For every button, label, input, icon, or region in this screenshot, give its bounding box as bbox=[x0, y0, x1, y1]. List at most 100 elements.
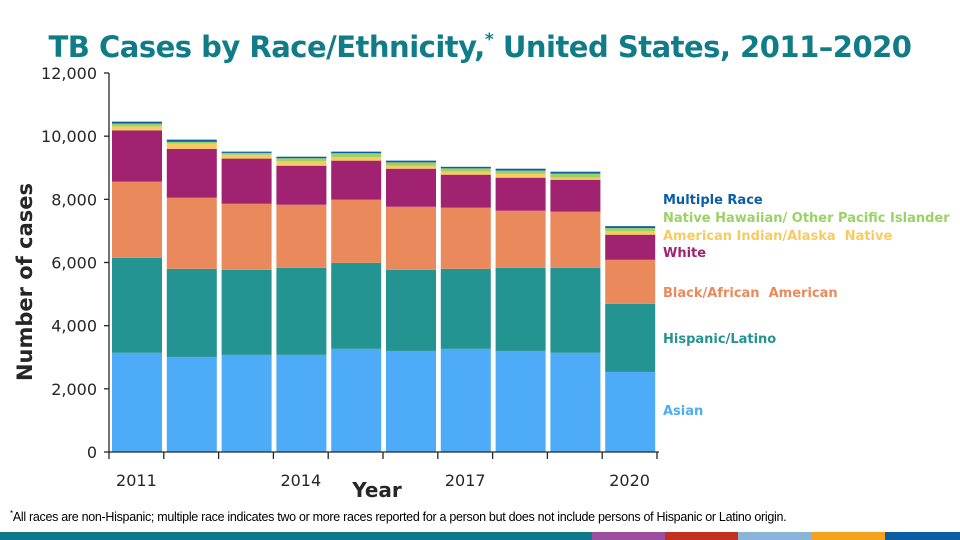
bar-segment-2015-asian bbox=[331, 348, 382, 452]
strip-segment bbox=[812, 532, 885, 540]
bar-segment-2017-black-african-american bbox=[440, 207, 491, 269]
bar-segment-2016-hispanic-latino bbox=[386, 269, 436, 351]
bar-segment-2020-black-african-american bbox=[605, 259, 656, 304]
bar-segment-2012-asian bbox=[166, 356, 217, 452]
footnote: *All races are non-Hispanic; multiple ra… bbox=[10, 509, 787, 525]
bar-segment-2020-white bbox=[605, 234, 656, 260]
bar-segment-2018-black-african-american bbox=[495, 210, 546, 268]
bar-segment-2011-native-hawaiian-other-pacific-islander bbox=[112, 123, 162, 127]
bar-segment-2018-multiple-race bbox=[495, 168, 546, 171]
bar-segment-2011-multiple-race bbox=[112, 121, 162, 124]
bar-segment-2020-american-indian-alaska-native bbox=[605, 231, 656, 235]
bar-segment-2019-asian bbox=[550, 352, 601, 452]
bar-segment-2017-multiple-race bbox=[440, 166, 491, 169]
bar-segment-2020-native-hawaiian-other-pacific-islander bbox=[605, 228, 656, 232]
bar-segment-2018-native-hawaiian-other-pacific-islander bbox=[495, 170, 546, 174]
legend-item-american-indian-alaska-native: American Indian/Alaska Native bbox=[663, 229, 892, 244]
bar-segment-2016-multiple-race bbox=[386, 160, 436, 163]
strip-segment bbox=[665, 532, 738, 540]
bar-segment-2014-black-african-american bbox=[276, 204, 327, 268]
bottom-color-strip bbox=[0, 532, 960, 540]
bar-segment-2018-asian bbox=[495, 350, 546, 452]
bar-segment-2014-multiple-race bbox=[276, 156, 327, 159]
bar-segment-2013-white bbox=[221, 158, 272, 204]
bar-segment-2020-hispanic-latino bbox=[605, 303, 656, 372]
legend: Asian Hispanic/Latino Black/African Americ… bbox=[663, 193, 950, 419]
bar-segment-2020-multiple-race bbox=[605, 226, 656, 229]
legend-item-black-african-american: Black/African American bbox=[663, 286, 838, 301]
bar-segment-2019-multiple-race bbox=[550, 171, 601, 174]
y-axis-label: Number of cases bbox=[13, 183, 37, 381]
y-tick-label: 8,000 bbox=[51, 190, 97, 209]
x-axis-label: Year bbox=[351, 478, 402, 502]
chart-title-suffix: United States, 2011–2020 bbox=[502, 30, 912, 64]
bar-segment-2017-white bbox=[440, 174, 491, 208]
bar-segment-2015-american-indian-alaska-native bbox=[331, 157, 382, 161]
y-tick-label: 4,000 bbox=[51, 317, 97, 336]
bar-segment-2018-white bbox=[495, 177, 546, 211]
x-tick-label-2014: 2014 bbox=[280, 471, 321, 490]
y-tick-label: 6,000 bbox=[51, 254, 97, 273]
bar-segment-2019-american-indian-alaska-native bbox=[550, 177, 601, 180]
bar-segment-2013-black-african-american bbox=[221, 203, 272, 270]
bar-segment-2012-native-hawaiian-other-pacific-islander bbox=[166, 141, 217, 144]
bar-segment-2018-hispanic-latino bbox=[495, 267, 546, 351]
legend-item-asian: Asian bbox=[663, 404, 703, 419]
bar-segment-2013-asian bbox=[221, 354, 272, 452]
x-tick-label-2017: 2017 bbox=[445, 471, 486, 490]
footnote-marker: * bbox=[10, 509, 13, 518]
bar-segment-2017-native-hawaiian-other-pacific-islander bbox=[440, 168, 491, 172]
bar-segment-2014-white bbox=[276, 165, 327, 205]
bar-segment-2014-hispanic-latino bbox=[276, 267, 327, 355]
bar-segment-2013-native-hawaiian-other-pacific-islander bbox=[221, 152, 272, 155]
footnote-text: All races are non-Hispanic; multiple rac… bbox=[12, 510, 787, 525]
bar-segment-2012-white bbox=[166, 148, 217, 198]
bar-segment-2018-american-indian-alaska-native bbox=[495, 173, 546, 178]
x-tick-label-2011: 2011 bbox=[116, 471, 157, 490]
bar-segment-2013-american-indian-alaska-native bbox=[221, 154, 272, 159]
strip-segment bbox=[738, 532, 812, 540]
y-tick-label: 10,000 bbox=[41, 127, 97, 146]
bar-segment-2016-asian bbox=[386, 350, 436, 452]
bar-segment-2013-multiple-race bbox=[221, 151, 272, 153]
bar-segment-2015-black-african-american bbox=[331, 199, 382, 263]
bar-segment-2011-black-african-american bbox=[112, 181, 162, 258]
y-tick-label: 2,000 bbox=[51, 380, 97, 399]
legend-item-white: White bbox=[663, 246, 706, 261]
bar-segment-2016-native-hawaiian-other-pacific-islander bbox=[386, 162, 436, 166]
axes-layer: 0 2,000 4,000 6,000 8,000 10,000 12,000 2011 201… bbox=[41, 64, 659, 490]
bar-segment-2019-black-african-american bbox=[550, 211, 601, 268]
chart-title: TB Cases by Race/Ethnicity,* United Stat… bbox=[0, 30, 960, 64]
bars-layer bbox=[112, 121, 656, 452]
y-tick-label: 12,000 bbox=[41, 64, 97, 83]
bar-segment-2019-native-hawaiian-other-pacific-islander bbox=[550, 173, 601, 178]
bar-segment-2012-american-indian-alaska-native bbox=[166, 143, 217, 149]
bar-segment-2016-american-indian-alaska-native bbox=[386, 165, 436, 169]
y-tick-label: 0 bbox=[87, 443, 97, 462]
bar-segment-2012-multiple-race bbox=[166, 139, 217, 142]
bar-segment-2015-white bbox=[331, 160, 382, 200]
bar-segment-2015-hispanic-latino bbox=[331, 262, 382, 349]
legend-item-multiple-race: Multiple Race bbox=[663, 193, 763, 208]
chart-title-footnote-marker: * bbox=[484, 30, 494, 50]
bar-segment-2019-hispanic-latino bbox=[550, 267, 601, 353]
bar-segment-2015-native-hawaiian-other-pacific-islander bbox=[331, 153, 382, 158]
bar-segment-2012-black-african-american bbox=[166, 197, 217, 269]
strip-segment bbox=[592, 532, 665, 540]
bar-segment-2020-asian bbox=[605, 371, 656, 452]
legend-item-hispanic-latino: Hispanic/Latino bbox=[663, 332, 776, 347]
bar-segment-2014-american-indian-alaska-native bbox=[276, 161, 327, 166]
bar-segment-2016-black-african-american bbox=[386, 206, 436, 270]
bar-segment-2011-hispanic-latino bbox=[112, 257, 162, 353]
bar-segment-2011-american-indian-alaska-native bbox=[112, 126, 162, 131]
bar-segment-2016-white bbox=[386, 168, 436, 207]
bar-segment-2011-white bbox=[112, 130, 162, 182]
legend-item-native-hawaiian-other-pacific-islander: Native Hawaiian/ Other Pacific Islander bbox=[663, 211, 950, 226]
bar-segment-2017-american-indian-alaska-native bbox=[440, 171, 491, 175]
bar-segment-2019-white bbox=[550, 179, 601, 212]
chart-title-text: TB Cases by Race/Ethnicity, bbox=[48, 30, 486, 64]
bar-segment-2014-asian bbox=[276, 354, 327, 452]
bar-segment-2012-hispanic-latino bbox=[166, 268, 217, 357]
strip-segment bbox=[0, 532, 592, 540]
